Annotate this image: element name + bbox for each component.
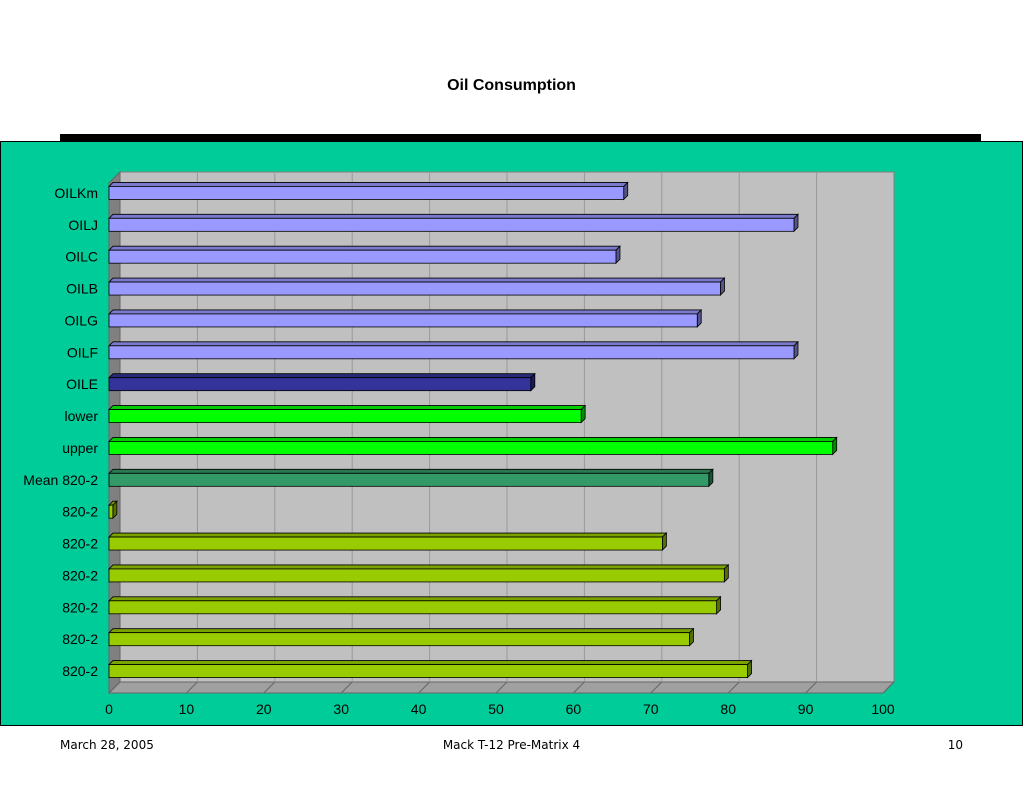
floor-gridline [650, 681, 663, 694]
y-category-label: OILF [67, 344, 98, 360]
footer-presentation-title: Mack T-12 Pre-Matrix 4 [442, 738, 581, 752]
bar-top [108, 373, 536, 379]
bar-top [108, 628, 695, 634]
bar-top [108, 309, 703, 315]
bar-top [108, 596, 722, 602]
y-category-label: 820-2 [62, 599, 98, 615]
footer-date: March 28, 2005 [60, 738, 154, 752]
floor-gridline [805, 681, 817, 694]
bar-top [108, 437, 838, 442]
bar [108, 600, 717, 615]
floor-gridline [340, 681, 353, 694]
y-category-label: OILJ [68, 217, 98, 233]
bar [108, 664, 748, 678]
bar [108, 281, 721, 296]
y-category-label: lower [65, 408, 99, 424]
floor-gridline [727, 681, 740, 694]
y-category-label: OILE [66, 376, 98, 392]
floor-gridline [418, 681, 430, 694]
bar [108, 377, 532, 392]
y-category-label: OILKm [54, 185, 98, 201]
y-category-label: Mean 820-2 [23, 472, 98, 488]
x-tick-label: 10 [179, 701, 195, 717]
x-tick-label: 0 [105, 701, 113, 717]
chart-panel: 0 10 20 30 40 50 60 70 80 90 100 OILKm OILJ OILC OILB O… [0, 141, 1023, 726]
floor-gridline [882, 681, 895, 694]
bar [108, 536, 663, 551]
y-category-label: OILC [65, 249, 98, 265]
y-category-label: upper [62, 440, 98, 456]
bar [108, 568, 725, 583]
bar [108, 441, 834, 455]
bar-chart: 0 10 20 30 40 50 60 70 80 90 100 OILKm OILJ OILC OILB O… [23, 170, 896, 717]
x-tick-label: 50 [488, 701, 504, 717]
x-tick-label: 60 [566, 701, 582, 717]
bar-top [108, 341, 799, 347]
bar [108, 249, 617, 264]
footer-page-number: 10 [947, 738, 963, 752]
y-category-label: 820-2 [62, 631, 98, 647]
y-category-label: OILG [65, 312, 98, 328]
bar [108, 472, 710, 487]
slide-title: Oil Consumption [447, 77, 576, 94]
x-tick-label: 40 [411, 701, 427, 717]
floor-gridline [108, 681, 121, 694]
bar-top [108, 405, 587, 410]
bar-top [108, 213, 799, 219]
floor-gridline [573, 681, 585, 694]
y-category-label: 820-2 [62, 504, 98, 520]
x-tick-label: 30 [333, 701, 349, 717]
x-tick-label: 90 [798, 701, 814, 717]
bar-top [108, 532, 668, 538]
bar-top [108, 245, 621, 251]
bar-top [108, 277, 726, 283]
bar-top [108, 468, 714, 474]
y-category-label: 820-2 [62, 663, 98, 679]
x-tick-label: 80 [720, 701, 736, 717]
bar-top [108, 564, 730, 570]
bar [108, 409, 582, 423]
floor-gridline [186, 681, 198, 694]
bar [108, 313, 698, 328]
y-category-label: 820-2 [62, 536, 98, 552]
title-divider [60, 134, 981, 141]
y-category-label: 820-2 [62, 567, 98, 583]
floor-gridline [263, 681, 276, 694]
x-tick-label: 70 [643, 701, 659, 717]
bar [108, 632, 690, 647]
bar [108, 217, 795, 232]
bar [108, 186, 625, 200]
x-tick-label: 20 [256, 701, 272, 717]
bar-top [108, 660, 753, 665]
floor-gridline [495, 681, 508, 694]
bar [108, 345, 795, 360]
bar-top [108, 182, 629, 187]
bar [108, 504, 114, 519]
y-category-label: OILB [66, 281, 98, 297]
x-tick-label: 100 [871, 701, 895, 717]
